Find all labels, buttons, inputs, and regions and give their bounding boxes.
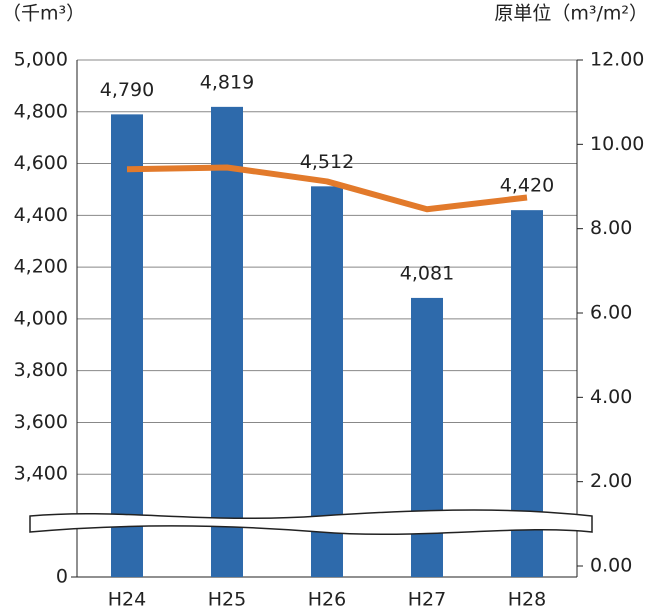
y2-tick-label: 2.00 — [590, 470, 632, 492]
bar — [211, 106, 243, 577]
y-tick-label: 3,600 — [14, 411, 68, 433]
y-tick-label: 4,800 — [14, 100, 68, 122]
y-tick-label: 0 — [56, 566, 68, 588]
y-tick-label: 4,600 — [14, 152, 68, 174]
x-tick-label: H24 — [108, 589, 146, 611]
bar — [411, 297, 443, 577]
value-label: 4,819 — [200, 71, 254, 93]
line — [126, 164, 528, 213]
bar — [311, 186, 343, 578]
x-tick-label: H27 — [408, 589, 446, 611]
value-label: 4,420 — [500, 175, 554, 197]
y-tick-label: 3,400 — [14, 463, 68, 485]
bar — [111, 114, 143, 577]
y2-tick-label: 0.00 — [590, 555, 632, 577]
y-tick-label: 3,800 — [14, 359, 68, 381]
y-unit: （千m³） — [2, 3, 85, 25]
y2-tick-label: 8.00 — [590, 217, 632, 239]
value-label: 4,081 — [400, 262, 454, 284]
y-tick-label: 4,200 — [14, 256, 68, 278]
y2-unit: 原単位（m³/m²） — [494, 3, 648, 25]
y-tick-label: 4,000 — [14, 307, 68, 329]
value-label: 4,790 — [100, 79, 154, 101]
x-tick-label: H28 — [508, 589, 546, 611]
y2-tick-label: 12.00 — [590, 49, 644, 71]
y2-tick-label: 4.00 — [590, 386, 632, 408]
value-label: 4,512 — [300, 151, 354, 173]
y-tick-label: 5,000 — [14, 49, 68, 71]
y2-tick-label: 6.00 — [590, 302, 632, 324]
axis-break — [29, 509, 593, 536]
x-tick-label: H26 — [308, 589, 346, 611]
y2-tick-label: 10.00 — [590, 133, 644, 155]
x-tick-label: H25 — [208, 589, 246, 611]
y-tick-label: 4,400 — [14, 204, 68, 226]
